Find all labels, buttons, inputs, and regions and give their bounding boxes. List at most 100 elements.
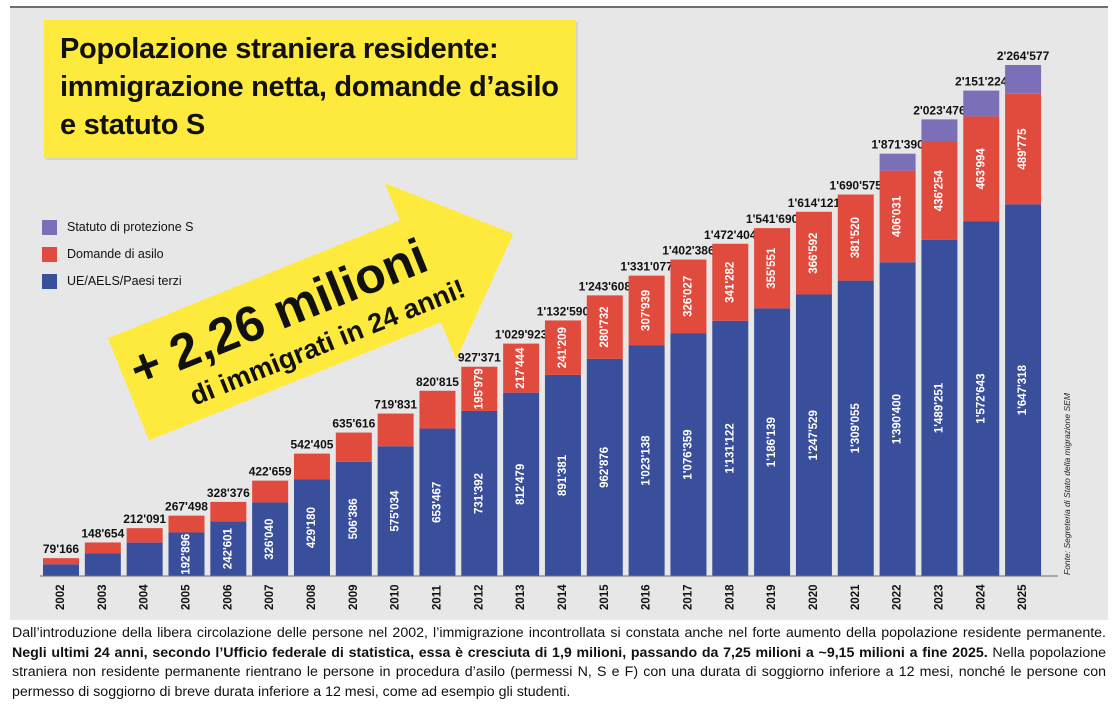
legend-item: Domande di asilo	[42, 245, 193, 263]
legend-label: Statuto di protezione S	[67, 220, 194, 234]
bar-segment-ue	[837, 280, 874, 576]
caption-details: Nella popolazione straniera non resident…	[12, 644, 1106, 700]
year-tick-label: 2007	[264, 584, 276, 610]
chart-svg: + 2,26 milioni di immigrati in 24 anni! …	[40, 49, 1058, 610]
bar-value-label: 366'592	[808, 233, 820, 274]
year-tick-label: 2024	[975, 584, 987, 610]
bar-value-label: 280'732	[599, 306, 611, 347]
bar-total-label: 212'091	[123, 512, 166, 526]
caption-highlight: Negli ultimi 24 anni, secondo l’Ufficio …	[12, 644, 988, 661]
year-tick-label: 2011	[432, 584, 444, 610]
bar-total-label: 1'029'923	[495, 328, 548, 342]
legend-label: Domande di asilo	[67, 247, 164, 261]
bar-value-label: 406'031	[892, 195, 904, 237]
bar-total-label: 1'243'608	[579, 279, 632, 293]
bar-segment-asilo	[252, 480, 289, 503]
bar-segment-asilo	[461, 366, 498, 411]
bar-total-label: 1'331'077	[620, 260, 673, 274]
bar-total-label: 719'831	[374, 398, 417, 412]
bar-segment-ue	[963, 221, 1000, 577]
bar-value-label: 217'444	[515, 347, 527, 389]
bar-total-label: 820'815	[416, 375, 459, 389]
bar-segment-ue	[84, 553, 121, 576]
bar-segment-asilo	[210, 501, 247, 522]
bar-total-label: 1'402'386	[662, 244, 715, 258]
year-tick-label: 2005	[181, 584, 193, 610]
year-tick-label: 2010	[390, 584, 402, 610]
legend-item: UE/AELS/Paesi terzi	[42, 272, 193, 290]
year-tick-label: 2009	[348, 584, 360, 610]
bar-segment-ue	[419, 428, 456, 576]
year-tick-label: 2018	[724, 584, 736, 610]
bar-segment-asilo	[168, 515, 205, 533]
bar-segment-asilo	[795, 211, 832, 295]
bar-segment-statuto-s	[921, 119, 958, 142]
bar-total-label: 927'371	[458, 351, 501, 365]
bar-value-label: 1'247'529	[808, 410, 820, 460]
legend: Statuto di protezione S Domande di asilo U…	[42, 218, 193, 299]
year-tick-label: 2012	[473, 584, 485, 610]
bar-segment-ue	[795, 294, 832, 576]
bar-value-label: 326'040	[264, 519, 276, 560]
bar-segment-ue	[712, 320, 749, 576]
bar-segment-statuto-s	[879, 153, 916, 171]
bar-total-label: 1'541'690	[746, 212, 799, 226]
bar-total-label: 2'151'224	[955, 75, 1008, 89]
bar-value-label: 307'939	[641, 290, 653, 331]
chart-title: Popolazione straniera residente: immigra…	[60, 33, 559, 141]
year-tick-label: 2015	[599, 584, 611, 610]
bar-segment-ue	[210, 521, 247, 576]
bar-segment-ue	[293, 479, 330, 576]
bar-segment-ue	[252, 502, 289, 576]
bar-value-label: 463'994	[975, 148, 987, 190]
bar-segment-asilo	[335, 432, 372, 462]
year-tick-label: 2004	[139, 584, 151, 610]
bar-segment-asilo	[963, 116, 1000, 222]
bar-value-label: 192'896	[181, 534, 193, 575]
bar-value-label: 355'551	[766, 247, 778, 289]
bar-segment-ue	[461, 410, 498, 576]
bar-segment-asilo	[419, 390, 456, 429]
year-tick-label: 2002	[55, 584, 67, 610]
year-tick-label: 2017	[682, 584, 694, 610]
bar-total-label: 79'166	[43, 542, 80, 556]
bar-segment-asilo	[126, 528, 163, 543]
bar-segment-asilo	[586, 295, 623, 359]
bar-total-label: 1'690'575	[830, 179, 883, 193]
year-tick-label: 2008	[306, 584, 318, 610]
bar-segment-ue	[670, 333, 707, 576]
bar-value-label: 381'520	[850, 217, 862, 258]
year-labels: 2002 2003 2004 2005 2006 2007 2008 2009 2010 2011…	[55, 584, 1029, 610]
bar-segment-asilo	[670, 259, 707, 334]
bar-total-label: 2'023'476	[913, 103, 966, 117]
bar-segment-ue	[544, 374, 581, 576]
year-tick-label: 2022	[892, 584, 904, 610]
bar-segment-ue	[377, 446, 414, 576]
year-tick-label: 2025	[1017, 584, 1029, 610]
bar-segment-asilo	[377, 413, 414, 447]
bar-total-label: 1'472'404	[704, 228, 757, 242]
bar-value-label: 1'131'122	[724, 423, 736, 473]
bar-segment-ue	[628, 345, 665, 576]
bar-value-label: 812'479	[515, 464, 527, 505]
bar-segment-ue	[1005, 204, 1042, 576]
bar-total-label: 422'659	[249, 465, 292, 479]
year-tick-label: 2019	[766, 584, 778, 610]
bar-value-label: 575'034	[390, 490, 402, 532]
bar-segment-asilo	[628, 275, 665, 346]
bar-segment-ue	[754, 308, 791, 576]
bar-segment-asilo	[712, 243, 749, 321]
bar-segment-asilo	[84, 542, 121, 554]
bar-segment-ue	[43, 564, 79, 576]
bar-segment-asilo	[43, 558, 79, 565]
year-tick-label: 2016	[641, 584, 653, 610]
year-tick-label: 2023	[933, 584, 945, 610]
bar-segment-asilo	[293, 453, 330, 480]
bar-segment-asilo	[1005, 93, 1042, 205]
bar-value-label: 195'979	[473, 368, 485, 409]
bar-segment-ue	[921, 239, 958, 576]
bar-segment-asilo	[754, 228, 791, 309]
bar-value-label: 1'489'251	[933, 382, 945, 433]
bar-total-label: 635'616	[332, 417, 375, 431]
bar-value-label: 962'876	[599, 447, 611, 488]
